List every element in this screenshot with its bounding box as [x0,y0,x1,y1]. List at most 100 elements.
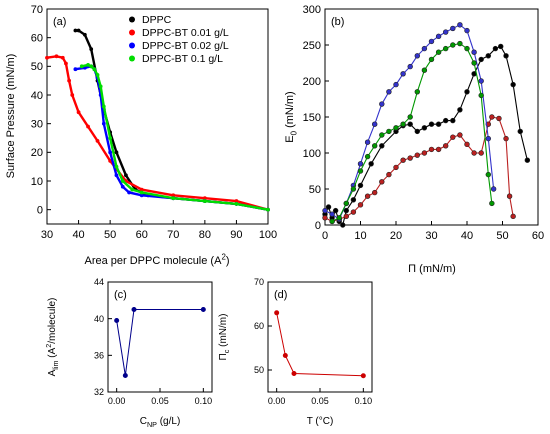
series-1 [114,306,206,378]
x-tick-label: 100 [259,229,277,241]
x-tick-label: 60 [532,230,544,242]
data-point [86,63,90,67]
x-tick-label: 40 [461,230,473,242]
data-point [464,141,470,148]
y-tick-label: 150 [303,112,321,124]
y-tick-label: 100 [303,148,321,160]
data-point [340,222,346,228]
data-point [372,189,378,196]
data-point [325,204,332,210]
data-point [114,173,119,178]
y-axis-title: Alim (A2/molecule) [44,298,60,377]
data-point [464,27,470,34]
data-point [450,25,456,32]
y-tick-label: 60 [31,33,43,45]
data-point [485,171,491,178]
y-tick-label: 10 [31,176,43,188]
x-tick-label: 0.10 [195,396,213,406]
data-point [400,157,406,163]
y-tick-label: 70 [254,277,264,287]
data-point [130,187,135,192]
data-point [127,190,131,195]
data-point [407,63,413,70]
data-point [457,22,463,28]
data-point [464,45,470,52]
data-point [471,49,477,55]
x-axis-title: Π (mN/m) [408,263,456,275]
data-point [200,306,206,312]
y-tick-label: 50 [254,365,264,375]
data-point [350,186,357,192]
x-tick-label: 0.00 [268,396,286,406]
data-point [360,373,366,379]
data-point [368,161,374,167]
x-tick-label: 30 [425,230,437,242]
data-point [421,125,428,131]
data-point [114,317,120,323]
data-point [379,132,385,138]
y-tick-label: 0 [315,220,321,232]
y-axis-title: Surface Pressure (mN/m) [5,54,17,179]
data-point [510,81,516,88]
data-point [234,202,239,206]
data-point [478,56,484,63]
legend-marker [129,42,135,49]
data-point [95,73,100,77]
y-tick-label: 40 [94,314,104,324]
y-tick-label: 0 [37,205,43,217]
data-point [400,121,406,127]
series-4 [329,40,495,225]
data-point [478,150,484,156]
data-point [322,207,328,214]
data-point [101,121,106,126]
y-tick-label: 30 [31,119,43,131]
data-point [407,114,413,120]
data-point [70,93,75,97]
data-point [92,67,97,72]
data-point [457,107,463,113]
x-axis-title: Area per DPPC molecule (A2) [84,253,229,267]
y-tick-label: 60 [254,321,264,331]
series-line [276,312,364,377]
data-point [73,67,78,72]
data-point [435,121,442,127]
data-point [114,150,119,155]
x-tick-label: 0.00 [108,396,126,406]
data-point [524,157,531,163]
data-point [350,197,357,203]
data-point [457,40,463,47]
series-dppc-bt-0-02-g-l [73,64,270,212]
data-point [332,207,339,214]
data-point [471,150,477,156]
data-point [266,207,270,212]
data-point [428,56,435,63]
chart-panel-b: 0 10 20 30 40 50 60 0 50 100 150 200 250 300 (b) Π (mN/… [284,4,544,275]
data-point [450,134,456,140]
x-axis-title: CNP (g/L) [140,416,181,429]
data-point [407,121,413,127]
data-point [435,146,442,153]
x-tick-label: 20 [390,230,402,242]
data-point [492,45,499,52]
data-point [400,71,406,77]
data-point [407,155,413,161]
data-point [478,92,484,99]
data-point [386,171,392,178]
data-point [428,121,435,127]
data-point [291,371,297,377]
data-point [101,104,106,109]
x-tick-label: 0 [322,230,328,242]
data-point [372,143,378,149]
data-point [60,55,65,60]
y-tick-label: 44 [94,277,104,287]
data-point [414,53,420,59]
data-point [73,28,78,33]
y-tick-label: 36 [94,350,104,360]
data-point [76,28,81,33]
data-point [120,179,125,183]
data-point [457,132,463,138]
data-point [496,115,502,122]
data-point [357,161,364,167]
data-point [485,135,491,142]
